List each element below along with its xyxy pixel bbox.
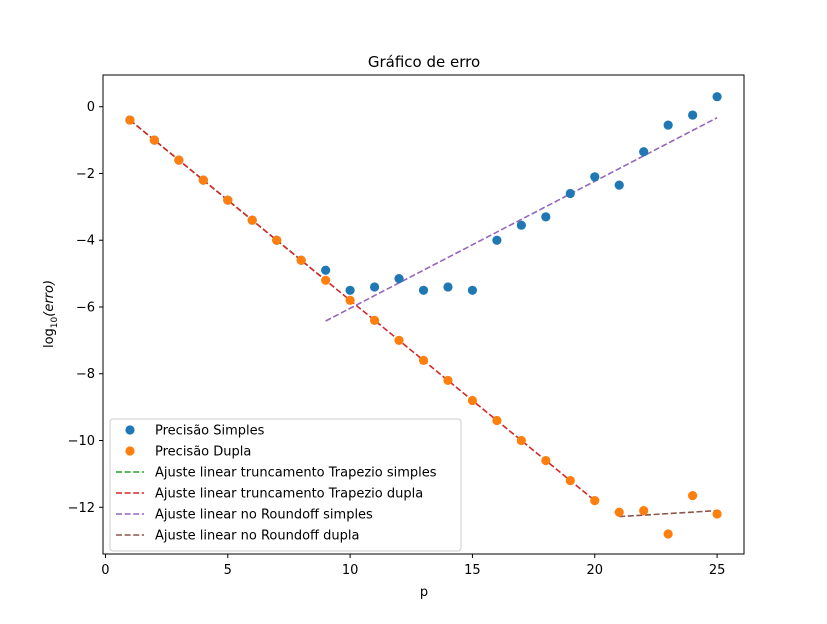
fit-line-5 <box>619 509 718 518</box>
data-point-0-23 <box>688 110 698 120</box>
x-tick-label: 15 <box>464 563 481 578</box>
data-point-0-19 <box>590 172 600 182</box>
data-point-1-1 <box>149 135 159 145</box>
data-point-0-17 <box>541 212 551 222</box>
data-point-1-15 <box>492 415 502 426</box>
y-tick-label: −8 <box>76 367 95 382</box>
y-tick-label: −2 <box>76 167 95 182</box>
data-point-1-13 <box>443 375 453 386</box>
data-point-1-21 <box>639 506 649 516</box>
data-point-1-8 <box>321 275 331 285</box>
data-point-1-9 <box>345 295 355 305</box>
data-point-1-17 <box>541 455 551 466</box>
data-point-1-22 <box>663 529 673 539</box>
data-point-0-13 <box>443 282 453 292</box>
data-point-1-23 <box>688 490 698 501</box>
data-point-1-14 <box>467 395 478 406</box>
data-point-1-2 <box>174 155 184 165</box>
legend-label: Precisão Dupla <box>155 445 251 460</box>
data-point-1-6 <box>272 235 282 245</box>
data-point-0-10 <box>369 282 380 292</box>
axes-frame <box>102 74 745 555</box>
data-point-1-10 <box>369 315 380 325</box>
data-point-1-0 <box>125 115 135 125</box>
legend-label: Precisão Simples <box>155 424 265 439</box>
data-point-0-18 <box>565 188 575 199</box>
y-axis-label-log: log <box>42 328 57 348</box>
data-point-1-24 <box>712 509 722 519</box>
data-point-0-14 <box>467 285 478 295</box>
data-point-0-11 <box>394 274 404 284</box>
data-point-1-20 <box>614 507 624 517</box>
legend-label: Ajuste linear truncamento Trapezio dupla <box>155 487 423 502</box>
data-point-1-12 <box>418 355 429 365</box>
y-tick-label: −12 <box>68 501 95 516</box>
x-axis-label: p <box>420 585 428 600</box>
data-point-1-19 <box>590 495 600 506</box>
legend-marker <box>125 425 135 435</box>
legend-label: Ajuste linear truncamento Trapezio simpl… <box>155 466 437 481</box>
x-tick-label: 0 <box>101 563 109 578</box>
data-point-1-3 <box>198 175 208 185</box>
chart-title: Gráfico de erro <box>368 53 480 71</box>
data-point-1-5 <box>247 215 257 225</box>
x-tick-label: 25 <box>709 563 726 578</box>
y-axis-ticks: 0 −2 −4 −6 −8 −10 −12 <box>68 100 103 516</box>
y-axis-label: log10(erro) <box>42 280 60 348</box>
data-point-1-7 <box>296 255 306 265</box>
data-point-0-9 <box>345 285 355 295</box>
x-tick-label: 5 <box>224 563 232 578</box>
y-tick-label: −4 <box>76 234 95 249</box>
y-axis-label-subscript: 10 <box>50 316 60 328</box>
legend: Precisão Simples Precisão Dupla Ajuste lin… <box>109 418 462 552</box>
y-tick-label: −10 <box>68 434 95 449</box>
data-point-0-8 <box>321 265 331 275</box>
data-point-0-16 <box>516 220 526 230</box>
data-point-1-11 <box>394 335 404 345</box>
data-point-0-20 <box>614 180 624 190</box>
data-point-0-24 <box>712 92 722 102</box>
x-tick-label: 20 <box>586 563 603 578</box>
y-tick-label: 0 <box>87 100 95 115</box>
data-point-0-15 <box>492 235 502 245</box>
y-tick-label: −6 <box>76 300 95 315</box>
plot-area <box>125 92 722 539</box>
data-point-1-18 <box>565 475 575 486</box>
data-point-1-4 <box>223 195 233 205</box>
legend-box <box>109 418 462 552</box>
legend-label: Ajuste linear no Roundoff dupla <box>155 529 359 544</box>
y-axis-label-argument: (erro) <box>42 280 57 317</box>
fit-line-3 <box>129 119 596 502</box>
data-point-0-12 <box>418 285 429 295</box>
data-point-1-16 <box>516 435 526 446</box>
x-tick-label: 10 <box>342 563 359 578</box>
legend-marker <box>125 446 135 456</box>
data-point-0-21 <box>639 147 649 157</box>
fit-line-4 <box>325 117 718 322</box>
x-axis-ticks: 0 5 10 15 20 25 <box>101 554 725 578</box>
legend-label: Ajuste linear no Roundoff simples <box>155 508 373 523</box>
data-point-0-22 <box>663 120 673 130</box>
